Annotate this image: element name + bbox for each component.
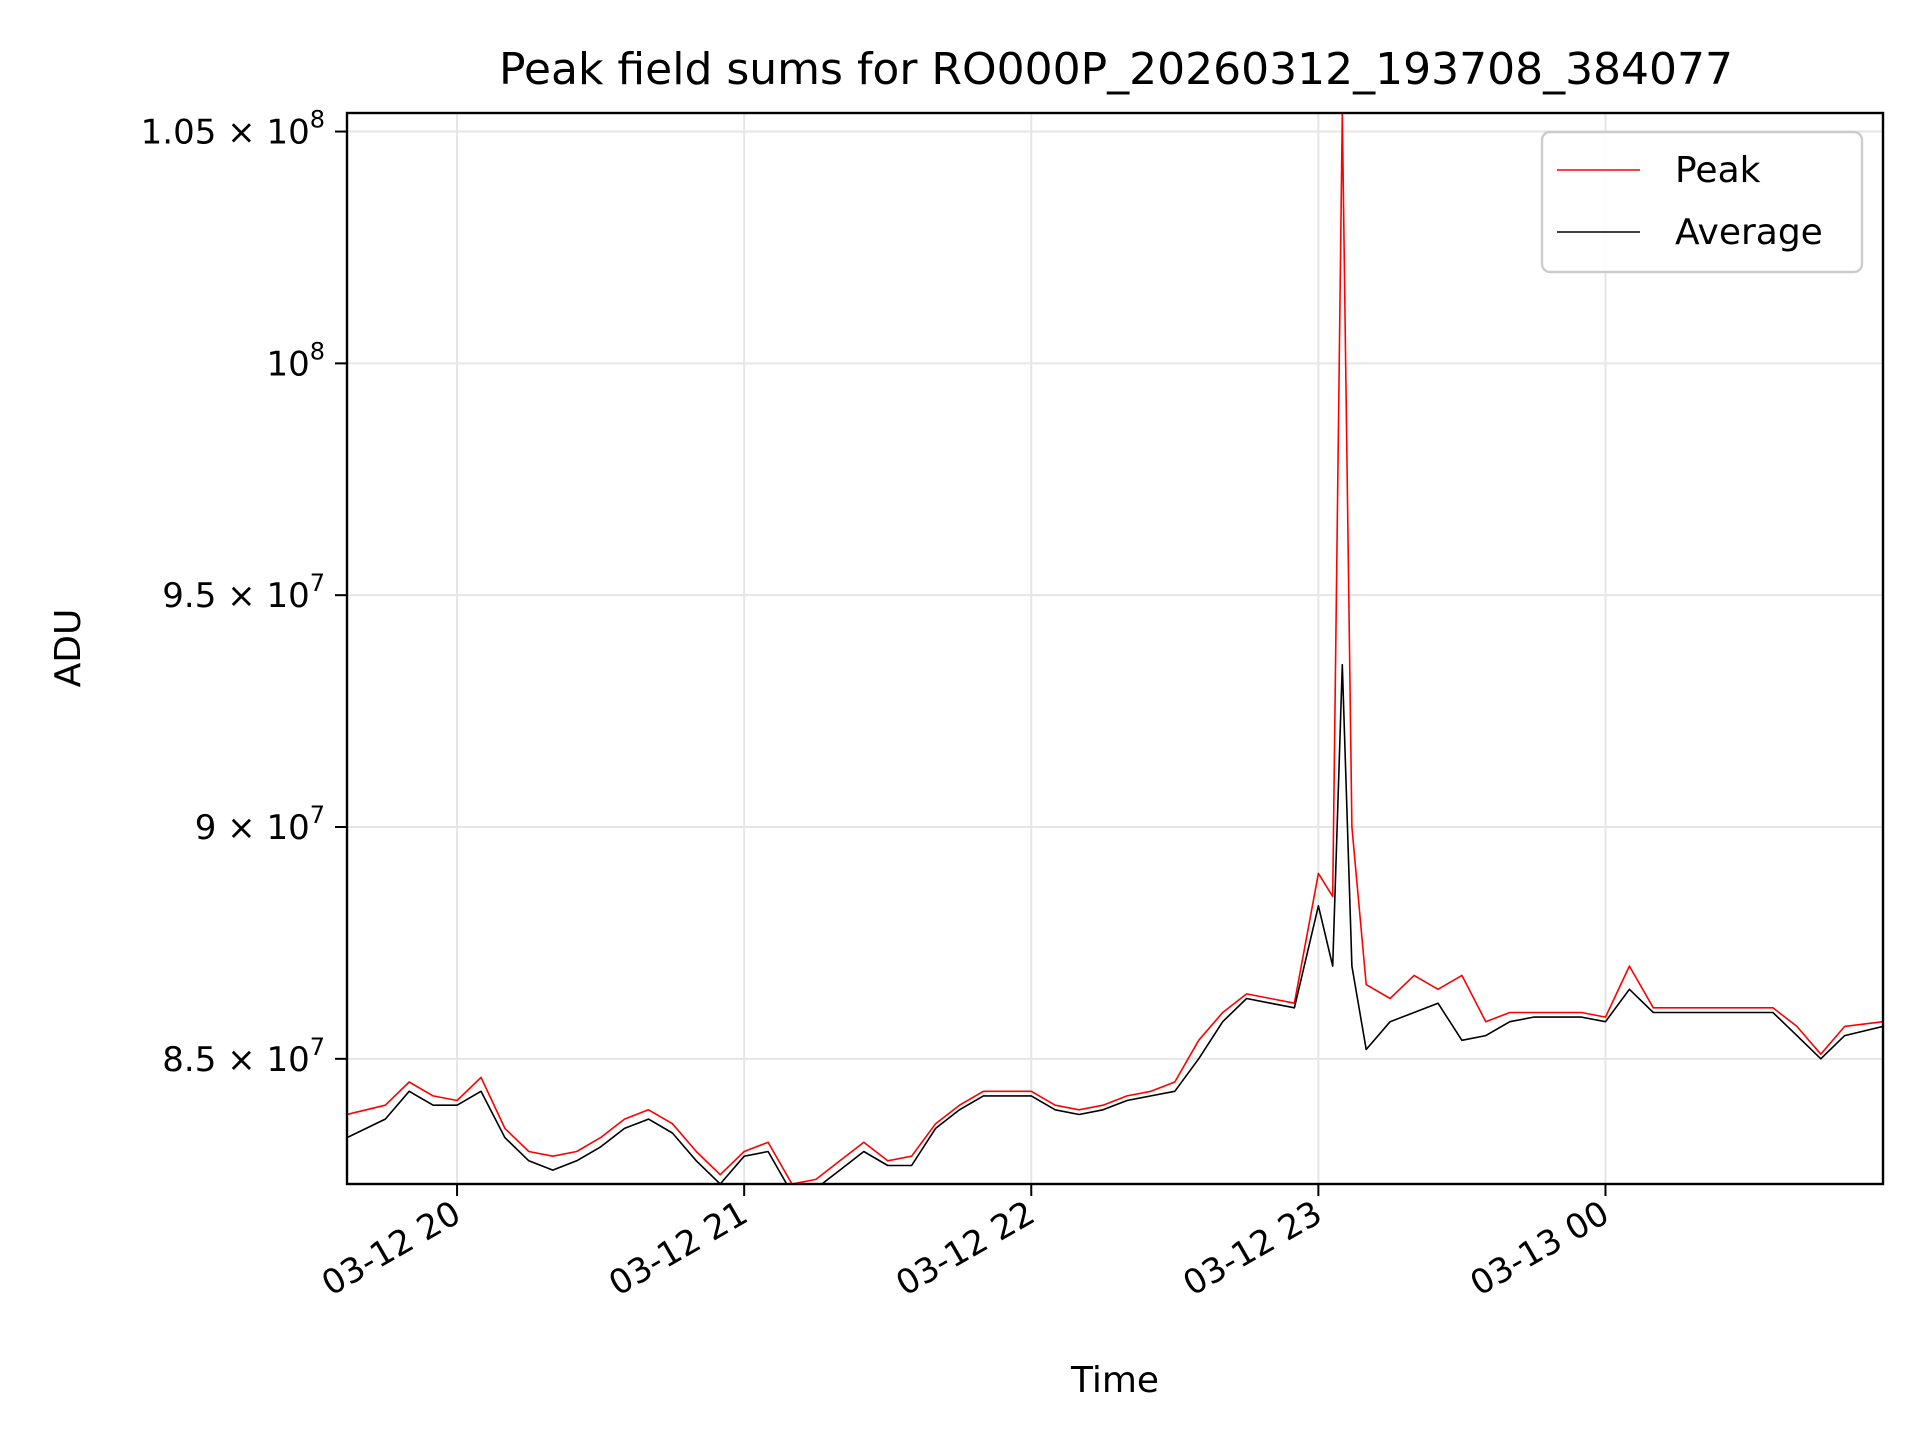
y-axis-label: ADU (48, 609, 89, 688)
legend: Peak Average (1540, 130, 1864, 274)
plot-frame (345, 111, 1885, 1186)
y-tick-label-4: 1.05 × 108 (141, 106, 325, 153)
x-axis-label: Time (1070, 1360, 1159, 1401)
chart-title: Peak field sums for RO000P_20260312_1937… (499, 44, 1733, 95)
y-tick-label-2: 9.5 × 107 (162, 569, 325, 616)
y-tick-label-3: 108 (266, 337, 325, 384)
y-tick-label-1: 9 × 107 (195, 801, 325, 848)
plot-series (347, 113, 1883, 1184)
series-line-peak (347, 113, 1883, 1184)
legend-label-peak: Peak (1675, 150, 1761, 191)
y-tick-label-0: 8.5 × 107 (162, 1033, 325, 1080)
y-axis-ticks: 8.5 × 107 9 × 107 9.5 × 107 108 1.05 × 108 (141, 106, 347, 1080)
legend-label-average: Average (1675, 212, 1823, 253)
legend-box (1540, 130, 1864, 274)
series-line-average (347, 663, 1883, 1184)
